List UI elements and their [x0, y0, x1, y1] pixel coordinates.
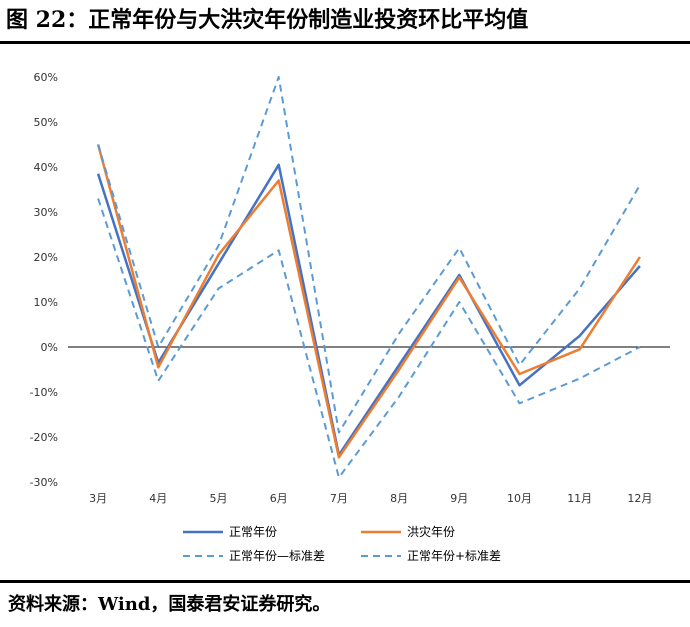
y-tick-label: -30% — [30, 476, 58, 489]
x-tick-label: 3月 — [89, 492, 107, 505]
y-tick-label: -10% — [30, 386, 58, 399]
series-line-4 — [97, 76, 641, 434]
figure-title: 图 22：正常年份与大洪灾年份制造业投资环比平均值 — [6, 7, 529, 33]
x-tick-label: 7月 — [330, 492, 348, 505]
y-tick-label: 40% — [34, 161, 58, 174]
y-axis: -30% -20% -10% 0% 10% 20% 30% 40% 50% 60% — [30, 71, 58, 489]
x-tick-label: 12月 — [627, 492, 652, 505]
legend-label: 正常年份 — [229, 525, 277, 539]
legend-label: 正常年份+标准差 — [407, 549, 501, 563]
source-note: 资料来源：Wind，国泰君安证券研究。 — [8, 594, 331, 615]
x-tick-label: 8月 — [390, 492, 408, 505]
y-tick-label: 30% — [34, 206, 58, 219]
line-chart: -30% -20% -10% 0% 10% 20% 30% 40% 50% 60% 3月 4月 5月 6… — [30, 71, 670, 563]
x-tick-label: 5月 — [210, 492, 228, 505]
series-line-2 — [96, 144, 641, 459]
y-tick-label: 10% — [34, 296, 58, 309]
legend-label: 正常年份—标准差 — [229, 549, 325, 563]
x-tick-label: 9月 — [450, 492, 468, 505]
x-tick-label: 6月 — [270, 492, 288, 505]
title-rule — [0, 41, 690, 44]
series-layer — [96, 76, 641, 479]
x-tick-label: 10月 — [507, 492, 532, 505]
y-tick-label: 0% — [41, 341, 58, 354]
y-tick-label: 60% — [34, 71, 58, 84]
y-tick-label: -20% — [30, 431, 58, 444]
x-tick-label: 4月 — [149, 492, 167, 505]
y-tick-label: 20% — [34, 251, 58, 264]
footer-rule — [0, 580, 690, 583]
x-axis: 3月 4月 5月 6月 7月 8月 9月 10月 11月 12月 — [89, 492, 652, 505]
legend-label: 洪灾年份 — [407, 524, 455, 539]
y-tick-label: 50% — [34, 116, 58, 129]
x-tick-label: 11月 — [567, 492, 592, 505]
series-line-3 — [97, 198, 641, 479]
